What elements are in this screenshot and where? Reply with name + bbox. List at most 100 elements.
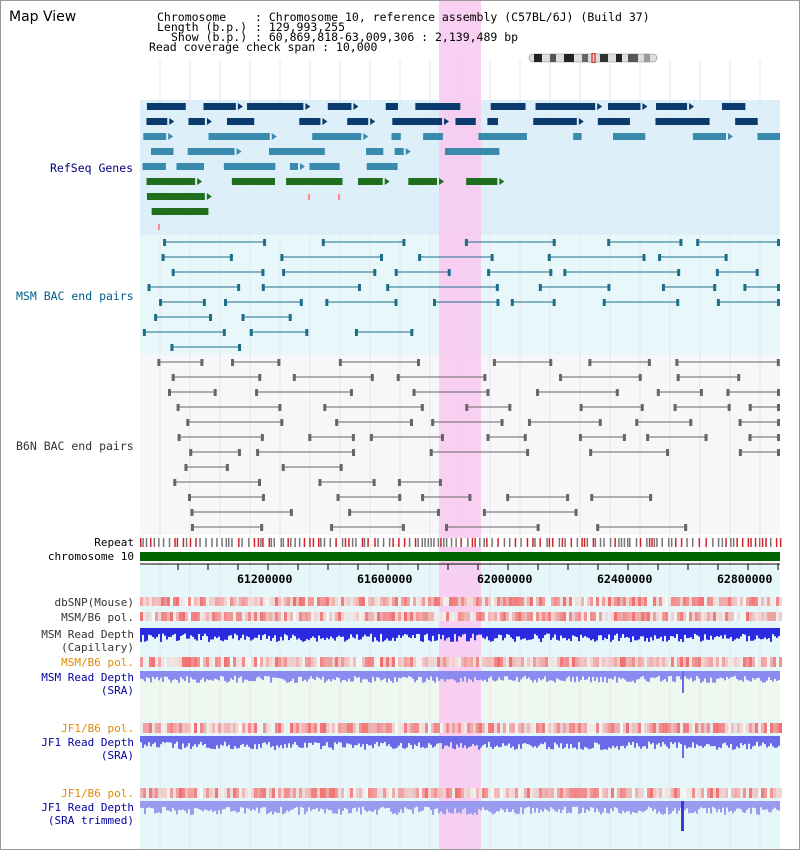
heat-cell [737, 657, 740, 667]
heat-cell [494, 723, 497, 733]
heat-cell [548, 597, 551, 606]
bac-end [237, 449, 241, 456]
heat-cell [290, 723, 293, 733]
heat-cell [428, 657, 431, 667]
depth-bar [606, 671, 608, 683]
repeat-element [374, 538, 376, 547]
depth-bar [448, 671, 450, 680]
heat-cell [605, 612, 608, 621]
heat-cell [767, 597, 770, 606]
depth-bar [306, 671, 308, 682]
bac-end [777, 449, 780, 456]
depth-bar [320, 736, 322, 750]
depth-bar [522, 801, 524, 815]
heat-cell [146, 597, 149, 606]
depth-bar [288, 801, 290, 812]
bac-end [487, 269, 491, 276]
heat-cell [512, 597, 515, 606]
depth-bar [278, 801, 280, 814]
depth-bar [506, 671, 508, 677]
heat-cell [689, 597, 692, 606]
depth-bar [470, 671, 472, 680]
heat-cell [623, 657, 626, 667]
bac-end [292, 374, 296, 381]
depth-bar [402, 736, 404, 749]
depth-bar [154, 801, 156, 814]
heat-cell [407, 597, 410, 606]
depth-bar [462, 801, 464, 810]
depth-bar [316, 736, 318, 743]
depth-bar [418, 736, 420, 743]
heat-cell [419, 788, 422, 798]
heat-cell [683, 657, 686, 667]
heat-cell [299, 597, 302, 606]
heat-cell [674, 657, 677, 667]
heat-cell [542, 597, 545, 606]
depth-bar [276, 801, 278, 813]
heat-cell [764, 612, 767, 621]
depth-bar [310, 671, 312, 677]
depth-bar [726, 801, 728, 808]
repeat-element [294, 538, 296, 547]
chromosome-bar [140, 552, 780, 561]
depth-bar [306, 628, 308, 640]
heat-cell [371, 612, 374, 621]
axis-tick-label: 62400000 [597, 572, 653, 586]
heat-cell [170, 788, 173, 798]
depth-bar [606, 628, 608, 640]
heat-cell [506, 723, 509, 733]
depth-bar [414, 628, 416, 638]
depth-bar [576, 736, 578, 750]
heat-cell [380, 597, 383, 606]
heat-cell [344, 657, 347, 667]
depth-bar [524, 671, 526, 676]
heat-cell [665, 788, 668, 798]
depth-bar [660, 628, 662, 637]
depth-bar [706, 736, 708, 744]
depth-bar [338, 671, 340, 678]
heat-cell [350, 723, 353, 733]
heat-cell [557, 788, 560, 798]
depth-bar [530, 628, 532, 640]
heat-cell [695, 657, 698, 667]
heat-cell [308, 612, 311, 621]
depth-bar [638, 801, 640, 811]
heat-cell [701, 723, 704, 733]
depth-bar [228, 628, 230, 636]
heat-cell [422, 657, 425, 667]
heat-cell [491, 657, 494, 667]
heat-cell [593, 723, 596, 733]
depth-bar [648, 628, 650, 642]
heat-cell [740, 723, 743, 733]
bac-end [737, 374, 741, 381]
heat-cell [272, 788, 275, 798]
chromosome-ideogram[interactable] [528, 53, 658, 63]
heat-cell [191, 597, 194, 606]
strand-arrow [237, 103, 243, 110]
heat-cell [233, 723, 236, 733]
heat-cell [350, 657, 353, 667]
heat-cell [521, 788, 524, 798]
bac-end [288, 314, 292, 321]
bac-end [186, 419, 190, 426]
gene-feature [366, 163, 398, 170]
heat-cell [764, 723, 767, 733]
bac-end [351, 434, 355, 441]
depth-bar [434, 628, 436, 642]
heat-cell [233, 788, 236, 798]
depth-bar [764, 671, 766, 683]
depth-bar [468, 801, 470, 814]
depth-bar [384, 671, 386, 679]
depth-bar [614, 671, 616, 677]
heat-cell [422, 597, 425, 606]
depth-bar [548, 628, 550, 634]
depth-bar [156, 736, 158, 748]
depth-bar [678, 801, 680, 811]
heat-cell [254, 612, 257, 621]
heat-cell [299, 612, 302, 621]
depth-bar [600, 628, 602, 636]
repeat-element [341, 538, 344, 547]
depth-bar [466, 736, 468, 749]
heat-cell [185, 723, 188, 733]
